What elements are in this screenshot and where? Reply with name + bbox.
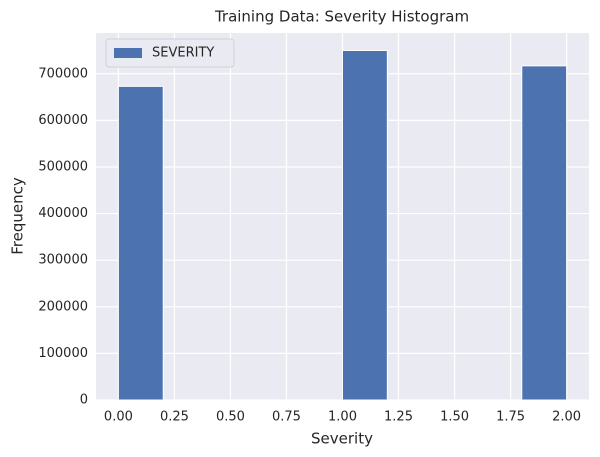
y-axis-label: Frequency [9, 177, 27, 255]
y-tick-label: 300000 [38, 253, 88, 268]
y-tick-label: 700000 [38, 66, 88, 81]
y-tick-label: 600000 [38, 113, 88, 128]
x-tick-label: 0.75 [272, 410, 301, 425]
x-tick-label: 2.00 [552, 410, 581, 425]
x-tick-label: 0.00 [104, 410, 133, 425]
bar [521, 65, 568, 401]
x-tick-label: 1.25 [384, 410, 413, 425]
x-tick-label: 0.50 [216, 410, 245, 425]
y-tick-label: 0 [80, 393, 88, 408]
chart-title: Training Data: Severity Histogram [214, 8, 469, 26]
bar [117, 85, 164, 401]
x-tick-label: 0.25 [160, 410, 189, 425]
x-tick-label: 1.00 [328, 410, 357, 425]
x-tick-label: 1.50 [440, 410, 469, 425]
legend-label: SEVERITY [152, 46, 214, 61]
y-tick-label: 500000 [38, 159, 88, 174]
y-tick-label: 400000 [38, 206, 88, 221]
y-tick-label: 100000 [38, 346, 88, 361]
legend: SEVERITY [105, 38, 235, 68]
bar [342, 49, 388, 401]
x-tick-label: 1.75 [496, 410, 525, 425]
x-axis-label: Severity [311, 430, 373, 448]
y-tick-label: 200000 [38, 299, 88, 314]
legend-swatch [114, 48, 142, 58]
legend-box [105, 38, 235, 68]
